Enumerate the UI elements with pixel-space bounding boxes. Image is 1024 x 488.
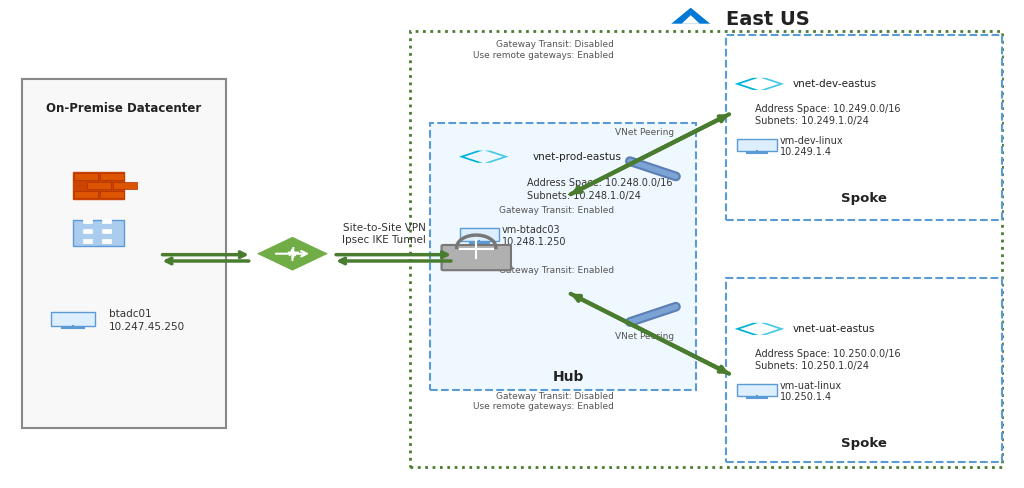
FancyBboxPatch shape: [102, 239, 112, 243]
Text: On-Premise Datacenter: On-Premise Datacenter: [46, 102, 202, 115]
Text: Hub: Hub: [553, 370, 584, 385]
Text: East US: East US: [726, 10, 810, 29]
FancyBboxPatch shape: [430, 122, 696, 389]
Text: Address Space: 10.250.0.0/16: Address Space: 10.250.0.0/16: [755, 349, 901, 359]
Text: vnet-dev-eastus: vnet-dev-eastus: [793, 79, 877, 89]
Text: vnet-prod-eastus: vnet-prod-eastus: [532, 152, 622, 162]
Text: vm-uat-linux: vm-uat-linux: [779, 381, 842, 391]
Polygon shape: [761, 323, 784, 335]
FancyBboxPatch shape: [51, 312, 95, 325]
Polygon shape: [484, 150, 509, 163]
Text: Subnets: 10.249.1.0/24: Subnets: 10.249.1.0/24: [755, 116, 869, 126]
FancyBboxPatch shape: [99, 190, 124, 198]
Polygon shape: [682, 15, 699, 24]
Text: vm-dev-linux: vm-dev-linux: [779, 136, 843, 146]
Polygon shape: [672, 8, 711, 24]
FancyBboxPatch shape: [737, 139, 776, 151]
Text: vm-btadc03: vm-btadc03: [502, 225, 560, 235]
FancyBboxPatch shape: [22, 79, 226, 428]
Text: Gateway Transit: Disabled
Use remote gateways: Enabled: Gateway Transit: Disabled Use remote gat…: [473, 40, 614, 60]
FancyBboxPatch shape: [726, 35, 1002, 220]
FancyBboxPatch shape: [83, 229, 92, 233]
Text: VNet Peering: VNet Peering: [615, 332, 675, 341]
Text: 10.247.45.250: 10.247.45.250: [109, 323, 184, 332]
FancyBboxPatch shape: [99, 173, 124, 181]
Text: 10.249.1.4: 10.249.1.4: [779, 147, 831, 157]
FancyBboxPatch shape: [74, 173, 98, 181]
Text: Site-to-Site VPN
Ipsec IKE Tunnel: Site-to-Site VPN Ipsec IKE Tunnel: [342, 224, 426, 245]
Polygon shape: [254, 235, 331, 272]
FancyBboxPatch shape: [113, 182, 137, 189]
Polygon shape: [734, 323, 759, 335]
Text: Gateway Transit: Enabled: Gateway Transit: Enabled: [499, 205, 614, 215]
Text: Subnets: 10.248.1.0/24: Subnets: 10.248.1.0/24: [527, 191, 641, 202]
FancyBboxPatch shape: [726, 278, 1002, 462]
FancyBboxPatch shape: [73, 172, 124, 200]
Text: Gateway Transit: Disabled
Use remote gateways: Enabled: Gateway Transit: Disabled Use remote gat…: [473, 392, 614, 411]
Text: 10.250.1.4: 10.250.1.4: [779, 392, 831, 402]
FancyBboxPatch shape: [441, 245, 511, 270]
Text: Spoke: Spoke: [842, 192, 887, 205]
Text: Gateway Transit: Enabled: Gateway Transit: Enabled: [499, 266, 614, 275]
Polygon shape: [459, 150, 482, 163]
FancyBboxPatch shape: [73, 220, 124, 246]
Text: ✛: ✛: [286, 246, 299, 261]
Text: Address Space: 10.248.0.0/16: Address Space: 10.248.0.0/16: [527, 178, 673, 188]
FancyBboxPatch shape: [74, 190, 98, 198]
FancyBboxPatch shape: [87, 182, 112, 189]
Text: 10.248.1.250: 10.248.1.250: [502, 237, 566, 246]
FancyBboxPatch shape: [737, 384, 776, 396]
Polygon shape: [761, 78, 784, 90]
Text: Spoke: Spoke: [842, 437, 887, 450]
Text: vnet-uat-eastus: vnet-uat-eastus: [793, 324, 876, 334]
FancyBboxPatch shape: [83, 219, 92, 224]
FancyBboxPatch shape: [102, 219, 112, 224]
FancyBboxPatch shape: [83, 239, 92, 243]
Text: btadc01: btadc01: [109, 309, 152, 319]
Polygon shape: [734, 78, 759, 90]
Text: Subnets: 10.250.1.0/24: Subnets: 10.250.1.0/24: [755, 361, 869, 371]
Text: VNet Peering: VNet Peering: [615, 128, 675, 137]
Text: Address Space: 10.249.0.0/16: Address Space: 10.249.0.0/16: [755, 104, 900, 114]
FancyBboxPatch shape: [460, 228, 499, 241]
FancyBboxPatch shape: [102, 229, 112, 233]
